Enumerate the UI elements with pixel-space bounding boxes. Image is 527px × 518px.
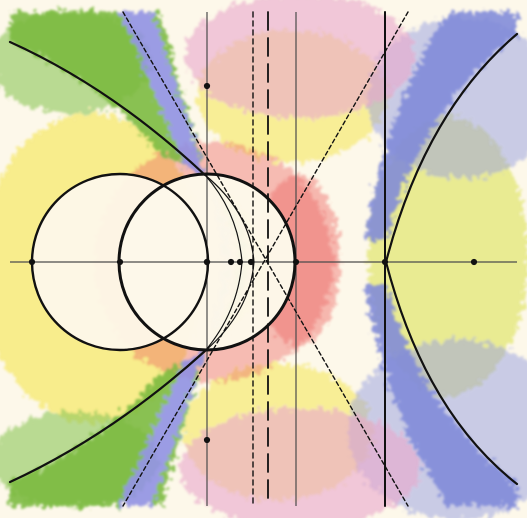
point-marker [292,258,300,266]
yellow-wash-right [368,116,527,396]
asymptote-1 [122,11,409,507]
left-branch-blue-band-top [120,12,205,175]
point-marker [203,82,211,90]
left-branch-blue-band-bottom [118,351,205,506]
point-marker [470,258,478,266]
point-marker [116,258,124,266]
right-branch-top [384,32,519,264]
point-marker [28,258,36,266]
left-branch-top [8,40,207,177]
right-branch-blue-band-top [364,12,517,240]
point-marker [381,258,389,266]
point-marker [227,258,235,266]
asymptote-2 [122,11,409,507]
pink-wash-top [185,0,415,118]
point-marker [203,258,211,266]
right-branch-bottom [384,260,519,486]
left-branch-bottom [8,349,207,484]
point-marker [203,436,211,444]
point-marker [236,258,244,266]
point-marker [247,258,255,266]
right-branch-blue-band-bottom [364,286,517,506]
pink-wash-bottom [180,408,420,518]
